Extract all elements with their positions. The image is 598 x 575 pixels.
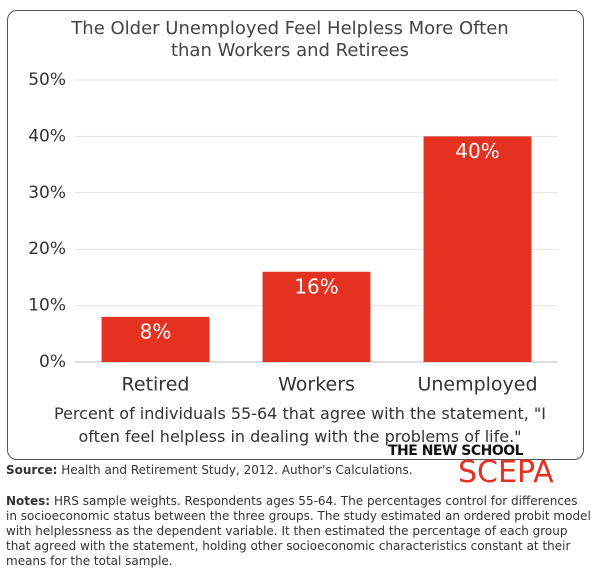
x-tick-label: Retired xyxy=(122,374,190,396)
y-tick-label: 0% xyxy=(39,352,66,372)
source-label: Source: xyxy=(6,463,58,477)
x-axis-label: Percent of individuals 55-64 that agree … xyxy=(54,404,546,446)
source: Source: Health and Retirement Study, 201… xyxy=(6,463,413,477)
y-tick-label: 20% xyxy=(28,239,66,259)
logo-line1: THE NEW SCHOOL xyxy=(388,443,524,459)
logo-line2: SCEPA xyxy=(458,455,554,490)
x-tick-label: Workers xyxy=(278,374,355,396)
y-tick-label: 10% xyxy=(28,296,66,316)
source-text: Health and Retirement Study, 2012. Autho… xyxy=(61,463,413,477)
notes-text: HRS sample weights. Respondents ages 55-… xyxy=(6,494,591,568)
bar xyxy=(101,316,210,362)
value-label: 40% xyxy=(455,139,499,163)
chart-title: The Older Unemployed Feel Helpless More … xyxy=(71,18,509,61)
notes-label: Notes: xyxy=(6,494,51,508)
chart-frame xyxy=(7,10,584,460)
y-tick-label: 30% xyxy=(28,183,66,203)
value-label: 16% xyxy=(294,274,338,298)
notes: Notes: HRS sample weights. Respondents a… xyxy=(6,494,592,569)
x-tick-label: Unemployed xyxy=(417,374,537,396)
y-tick-label: 40% xyxy=(28,126,66,146)
bar xyxy=(423,136,532,362)
value-label: 8% xyxy=(140,319,172,343)
y-tick-label: 50% xyxy=(28,70,66,90)
bar xyxy=(262,271,371,362)
